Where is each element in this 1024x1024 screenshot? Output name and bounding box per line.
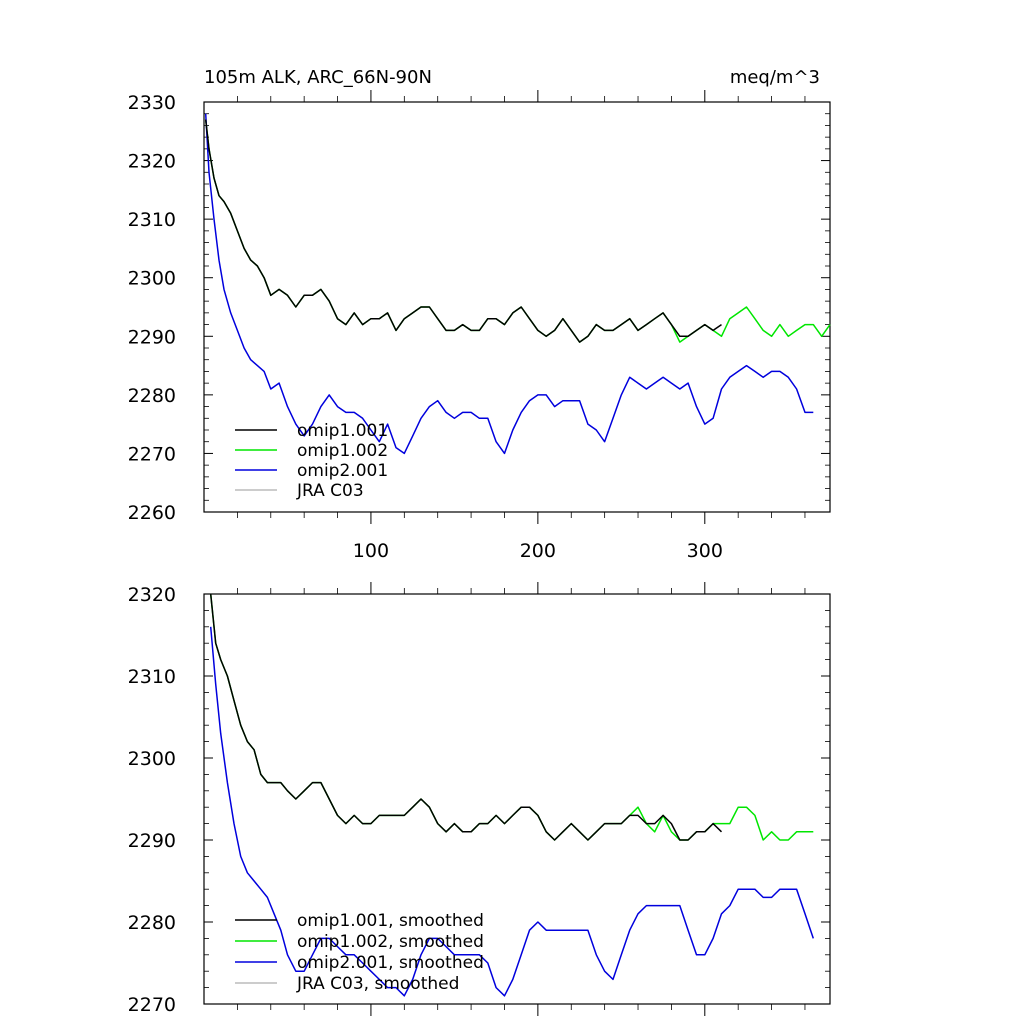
top-xtick-label: 100: [353, 540, 389, 562]
top-legend-label: omip2.001: [297, 461, 388, 481]
bottom-series-line-omip1-001-smoothed: [209, 593, 723, 841]
bottom-panel: 2270 2280 2290 2300 2310 2320 omip1.001, smoo…: [128, 582, 831, 1016]
top-plot-frame: [203, 101, 831, 513]
bottom-series-group: [209, 593, 815, 997]
top-ytick-label: 2280: [128, 385, 176, 407]
top-ytick-label: 2320: [128, 151, 176, 173]
top-series-line-omip2-001: [204, 113, 814, 455]
top-xtick-label: 300: [687, 540, 723, 562]
bottom-ytick-label: 2300: [128, 748, 176, 770]
top-legend-label: omip1.002: [297, 441, 388, 461]
top-series-line-omip1-001: [204, 119, 722, 343]
bottom-legend-label: omip1.002, smoothed: [297, 932, 484, 952]
top-ytick-label: 2270: [128, 443, 176, 465]
top-ytick-label: 2260: [128, 502, 176, 524]
top-panel: 105m ALK, ARC_66N-90N meq/m^3 2260227022…: [128, 67, 831, 562]
bottom-legend-label: omip2.001, smoothed: [297, 953, 484, 973]
bottom-legend-label: JRA C03, smoothed: [296, 974, 459, 994]
top-legend-label: omip1.001: [297, 421, 388, 441]
bottom-x-axis: [370, 582, 706, 1016]
top-y-axis: 2260 2270 2280 2290 2300 2310 2320 2330: [128, 92, 830, 524]
top-chart-title: 105m ALK, ARC_66N-90N: [204, 67, 432, 88]
top-ytick-label: 2300: [128, 268, 176, 290]
bottom-ytick-label: 2290: [128, 830, 176, 852]
top-xtick-label: 200: [520, 540, 556, 562]
bottom-ytick-label: 2310: [128, 666, 176, 688]
bottom-series-line-omip2-001-smoothed: [209, 626, 815, 997]
top-series-group: [204, 113, 831, 455]
top-ytick-label: 2290: [128, 326, 176, 348]
top-minor-ticks: [204, 96, 830, 518]
bottom-plot-frame: [203, 593, 831, 1005]
bottom-ytick-label: 2270: [128, 994, 176, 1016]
bottom-ytick-label: 2320: [128, 584, 176, 606]
bottom-y-axis: 2270 2280 2290 2300 2310 2320: [128, 584, 830, 1016]
bottom-series-line-omip1-002-smoothed: [209, 593, 814, 841]
bottom-ytick-label: 2280: [128, 912, 176, 934]
top-chart-units: meq/m^3: [730, 67, 820, 88]
top-ytick-label: 2330: [128, 92, 176, 114]
top-ytick-label: 2310: [128, 209, 176, 231]
bottom-minor-ticks: [204, 588, 830, 1010]
top-legend-label: JRA C03: [296, 481, 364, 501]
bottom-legend-label: omip1.001, smoothed: [297, 911, 484, 931]
top-x-axis: 100 200 300: [353, 90, 723, 562]
